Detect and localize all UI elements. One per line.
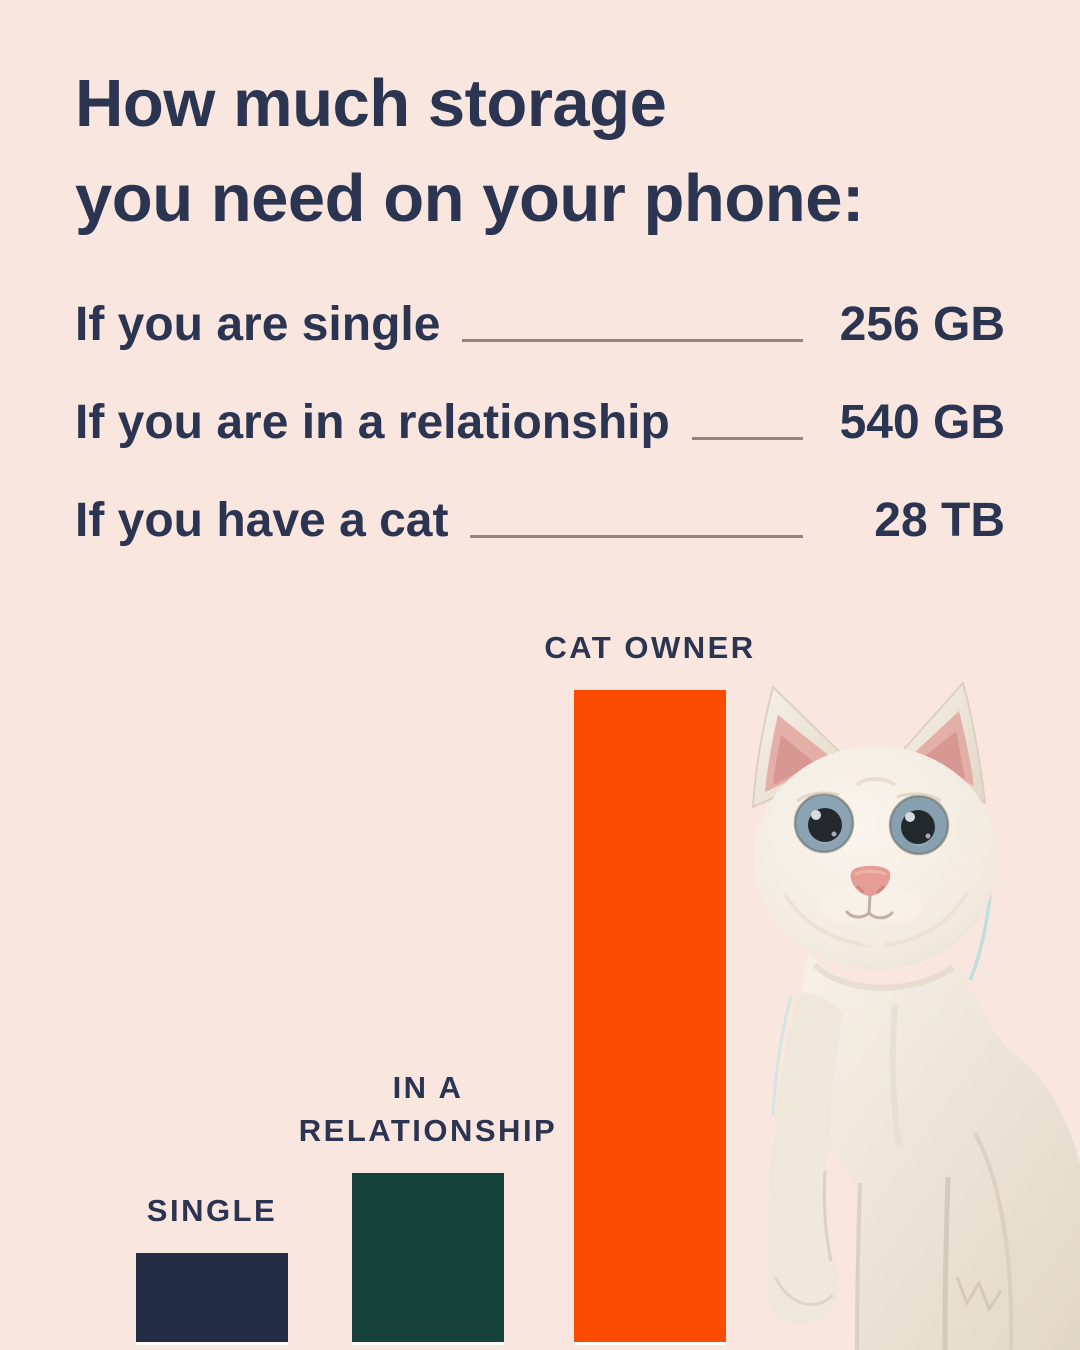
cat-left-eye xyxy=(793,792,855,854)
list-item-label: If you are single xyxy=(75,298,441,351)
bar-label-single: SINGLE xyxy=(146,1193,278,1229)
leader-line xyxy=(470,535,803,538)
bar-relationship xyxy=(352,1173,504,1345)
list-item-relationship: If you are in a relationship 540 GB xyxy=(75,384,1005,450)
cat-hanging-leg xyxy=(766,992,843,1325)
bar-single xyxy=(136,1253,288,1345)
page-title-line1: How much storage xyxy=(75,66,667,141)
cat-right-eye xyxy=(888,794,950,856)
list-item-value: 256 GB xyxy=(839,298,1005,351)
chart-column-relationship: IN A RELATIONSHIP xyxy=(288,1067,568,1345)
page-title-line2: you need on your phone: xyxy=(75,161,864,237)
chart-column-single: SINGLE xyxy=(72,1190,352,1345)
bar-label-relationship: IN A RELATIONSHIP xyxy=(298,1070,558,1149)
cat-photo xyxy=(751,680,1080,1350)
list-item-cat: If you have a cat 28 TB xyxy=(75,482,1005,548)
page-title: How much storage you need on your phone: xyxy=(75,56,1020,246)
list-item-label: If you are in a relationship xyxy=(75,396,670,449)
cat-mouth xyxy=(845,894,894,920)
chart-column-cat-owner: CAT OWNER xyxy=(510,627,790,1345)
list-item-label: If you have a cat xyxy=(75,494,449,547)
leader-line xyxy=(462,339,803,342)
list-item-single: If you are single 256 GB xyxy=(75,286,1005,352)
leader-line xyxy=(691,437,803,440)
cat-body xyxy=(799,953,1080,1350)
bar-label-cat-owner: CAT OWNER xyxy=(544,630,756,666)
list-item-value: 540 GB xyxy=(839,396,1005,449)
list-item-value: 28 TB xyxy=(874,494,1005,547)
bar-cat-owner xyxy=(574,690,726,1345)
